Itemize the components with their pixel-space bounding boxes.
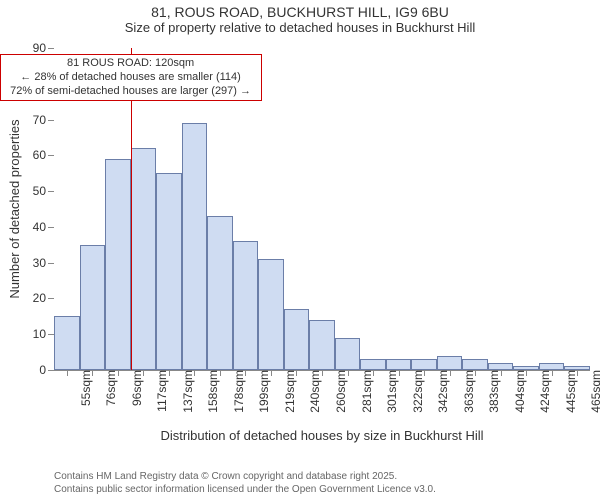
footer-line-2: Contains public sector information licen… xyxy=(54,483,436,496)
titles: 81, ROUS ROAD, BUCKHURST HILL, IG9 6BU S… xyxy=(0,4,600,35)
x-tick-label: 137sqm xyxy=(173,370,195,413)
y-tick-label: 90 xyxy=(33,41,54,55)
histogram-bar xyxy=(105,159,131,370)
x-tick-label: 342sqm xyxy=(428,370,450,413)
y-tick-label: 50 xyxy=(33,184,54,198)
x-tick-label: 363sqm xyxy=(454,370,476,413)
x-tick-label: 424sqm xyxy=(530,370,552,413)
x-tick-label: 465sqm xyxy=(581,370,600,413)
x-tick xyxy=(373,370,374,376)
x-tick xyxy=(526,370,527,376)
histogram-bar xyxy=(411,359,437,370)
x-tick xyxy=(348,370,349,376)
x-tick xyxy=(552,370,553,376)
annotation-box: 81 ROUS ROAD: 120sqm← 28% of detached ho… xyxy=(0,54,262,101)
x-tick-label: 404sqm xyxy=(505,370,527,413)
annotation-line-3: 72% of semi-detached houses are larger (… xyxy=(5,85,257,99)
annotation-line-1: 81 ROUS ROAD: 120sqm xyxy=(5,57,257,71)
x-tick xyxy=(296,370,297,376)
x-tick xyxy=(67,370,68,376)
x-tick-label: 445sqm xyxy=(556,370,578,413)
figure: 81, ROUS ROAD, BUCKHURST HILL, IG9 6BU S… xyxy=(0,0,600,500)
y-tick-label: 70 xyxy=(33,113,54,127)
x-tick-label: 301sqm xyxy=(377,370,399,413)
y-tick-label: 40 xyxy=(33,220,54,234)
annotation-line-2: ← 28% of detached houses are smaller (11… xyxy=(5,71,257,85)
histogram-bar xyxy=(386,359,412,370)
x-tick-label: 199sqm xyxy=(249,370,271,413)
x-tick-label: 117sqm xyxy=(147,370,169,412)
x-tick-label: 281sqm xyxy=(352,370,374,413)
y-tick-label: 30 xyxy=(33,256,54,270)
x-tick-label: 260sqm xyxy=(326,370,348,413)
y-axis-label: Number of detached properties xyxy=(7,119,22,298)
histogram-bar xyxy=(182,123,208,370)
histogram-bar xyxy=(335,338,361,370)
y-tick-label: 20 xyxy=(33,291,54,305)
x-tick-label: 96sqm xyxy=(122,370,144,406)
x-tick xyxy=(399,370,400,376)
plot-area: 010203040506070809055sqm76sqm96sqm117sqm… xyxy=(54,48,590,371)
x-tick xyxy=(245,370,246,376)
histogram-bar xyxy=(488,363,514,370)
page-title: 81, ROUS ROAD, BUCKHURST HILL, IG9 6BU xyxy=(0,4,600,20)
y-tick-label: 0 xyxy=(39,363,54,377)
footer-attribution: Contains HM Land Registry data © Crown c… xyxy=(54,470,436,496)
x-tick xyxy=(577,370,578,376)
histogram-bar xyxy=(437,356,463,370)
histogram-bar xyxy=(539,363,565,370)
y-tick-label: 10 xyxy=(33,327,54,341)
x-tick-label: 76sqm xyxy=(96,370,118,406)
x-tick-label: 158sqm xyxy=(198,370,220,413)
x-tick-label: 383sqm xyxy=(479,370,501,413)
histogram-bar xyxy=(156,173,182,370)
x-tick xyxy=(424,370,425,376)
histogram-bar xyxy=(131,148,157,370)
histogram-bar xyxy=(360,359,386,370)
x-tick xyxy=(169,370,170,376)
x-tick-label: 322sqm xyxy=(403,370,425,413)
histogram-bar xyxy=(80,245,106,370)
page-subtitle: Size of property relative to detached ho… xyxy=(0,20,600,35)
x-tick-label: 178sqm xyxy=(224,370,246,413)
histogram-bar xyxy=(233,241,259,370)
histogram-bar xyxy=(309,320,335,370)
histogram-bar xyxy=(207,216,233,370)
x-tick xyxy=(501,370,502,376)
x-tick xyxy=(271,370,272,376)
histogram-bar xyxy=(258,259,284,370)
x-tick-label: 219sqm xyxy=(275,370,297,413)
x-axis-label: Distribution of detached houses by size … xyxy=(161,428,484,443)
x-tick xyxy=(322,370,323,376)
x-tick xyxy=(220,370,221,376)
histogram-bar xyxy=(284,309,310,370)
x-tick xyxy=(450,370,451,376)
x-tick-label: 240sqm xyxy=(300,370,322,413)
x-tick xyxy=(194,370,195,376)
x-tick xyxy=(118,370,119,376)
x-tick xyxy=(475,370,476,376)
x-tick xyxy=(143,370,144,376)
y-tick-label: 60 xyxy=(33,148,54,162)
histogram-bar xyxy=(462,359,488,370)
x-tick xyxy=(92,370,93,376)
footer-line-1: Contains HM Land Registry data © Crown c… xyxy=(54,470,436,483)
x-tick-label: 55sqm xyxy=(71,370,93,406)
histogram-bar xyxy=(54,316,80,370)
